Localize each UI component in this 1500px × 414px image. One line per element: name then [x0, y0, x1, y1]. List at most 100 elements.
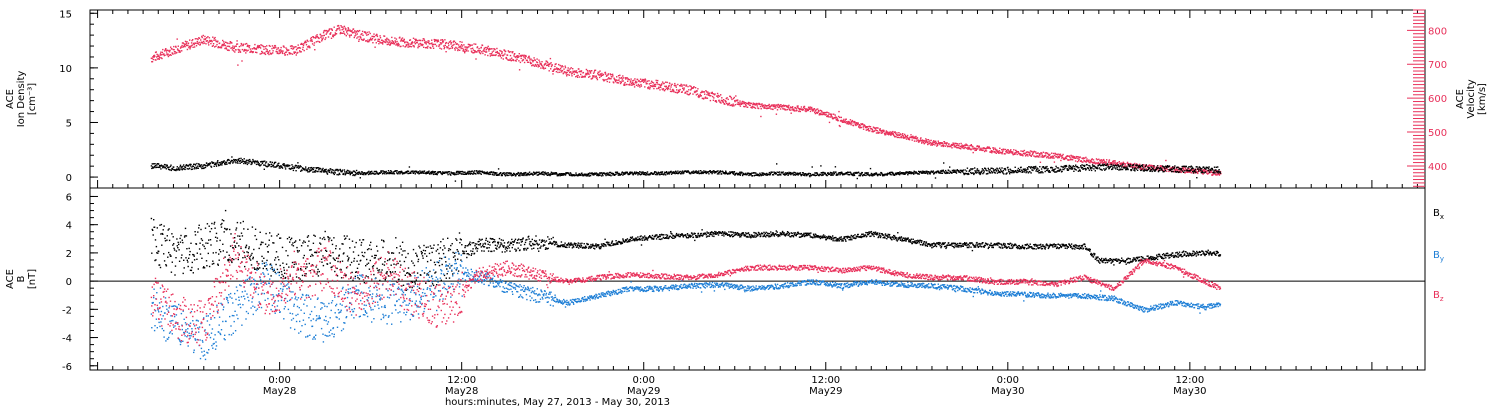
- velocity-point: [355, 32, 356, 33]
- velocity-point: [261, 45, 262, 46]
- velocity-point: [1086, 158, 1087, 159]
- density-point: [837, 174, 838, 175]
- velocity-point: [1097, 159, 1098, 160]
- velocity-point: [659, 87, 660, 88]
- density-point: [732, 171, 733, 172]
- velocity-point: [336, 33, 337, 34]
- velocity-point: [459, 46, 460, 47]
- velocity-point: [580, 74, 581, 75]
- velocity-point: [593, 75, 594, 76]
- velocity-point: [1077, 161, 1078, 162]
- velocity-point: [713, 100, 714, 101]
- density-point: [846, 173, 847, 174]
- density-point: [194, 167, 195, 168]
- velocity-point: [424, 40, 425, 41]
- velocity-point: [445, 51, 446, 52]
- velocity-point: [225, 45, 226, 46]
- velocity-point: [386, 40, 387, 41]
- velocity-point: [160, 52, 161, 53]
- velocity-point: [810, 111, 811, 112]
- velocity-point: [430, 48, 431, 49]
- velocity-point: [643, 82, 644, 83]
- velocity-point: [951, 147, 952, 148]
- density-point: [202, 168, 203, 169]
- density-point: [682, 170, 683, 171]
- density-point: [217, 161, 218, 162]
- velocity-point: [1167, 169, 1168, 170]
- velocity-point: [788, 107, 789, 108]
- velocity-point: [858, 122, 859, 123]
- velocity-point: [507, 55, 508, 56]
- density-point: [182, 166, 183, 167]
- velocity-point: [164, 55, 165, 56]
- density-point: [956, 172, 957, 173]
- velocity-point: [761, 103, 762, 104]
- velocity-point: [561, 66, 562, 67]
- velocity-point: [357, 33, 358, 34]
- density-point: [408, 171, 409, 172]
- velocity-point: [306, 44, 307, 45]
- density-point: [831, 172, 832, 173]
- velocity-point: [233, 48, 234, 49]
- density-point: [333, 170, 334, 171]
- velocity-point: [195, 38, 196, 39]
- velocity-point: [706, 91, 707, 92]
- velocity-point: [1047, 153, 1048, 154]
- velocity-point: [481, 51, 482, 52]
- velocity-point: [715, 100, 716, 101]
- velocity-point: [921, 142, 922, 143]
- velocity-point: [719, 96, 720, 97]
- velocity-point: [1017, 154, 1018, 155]
- velocity-point: [475, 44, 476, 45]
- velocity-point: [1093, 159, 1094, 160]
- velocity-point: [484, 54, 485, 55]
- density-point: [513, 175, 514, 176]
- density-point: [661, 174, 662, 175]
- velocity-point: [682, 88, 683, 89]
- velocity-point: [857, 124, 858, 125]
- velocity-point: [601, 73, 602, 74]
- velocity-point: [459, 50, 460, 51]
- velocity-point: [705, 90, 706, 91]
- velocity-point: [460, 47, 461, 48]
- velocity-point: [999, 150, 1000, 151]
- density-point: [183, 164, 184, 165]
- density-point: [870, 168, 871, 169]
- density-point: [356, 170, 357, 171]
- velocity-point: [589, 76, 590, 77]
- density-point: [655, 174, 656, 175]
- velocity-point: [436, 45, 437, 46]
- velocity-point: [692, 93, 693, 94]
- velocity-point: [1103, 160, 1104, 161]
- velocity-point: [162, 52, 163, 53]
- density-point: [660, 174, 661, 175]
- density-point: [933, 170, 934, 171]
- density-point: [334, 174, 335, 175]
- velocity-point: [192, 47, 193, 48]
- velocity-point: [760, 106, 761, 107]
- velocity-point: [238, 52, 239, 53]
- density-point: [305, 166, 306, 167]
- velocity-point: [288, 49, 289, 50]
- velocity-point: [482, 45, 483, 46]
- density-point: [859, 173, 860, 174]
- velocity-point: [623, 77, 624, 78]
- velocity-point: [351, 34, 352, 35]
- velocity-point: [262, 52, 263, 53]
- velocity-point: [570, 71, 571, 72]
- velocity-point: [194, 44, 195, 45]
- velocity-point: [374, 36, 375, 37]
- velocity-point: [769, 107, 770, 108]
- density-point: [155, 165, 156, 166]
- velocity-point: [778, 104, 779, 105]
- density-point: [263, 161, 264, 162]
- velocity-point: [684, 87, 685, 88]
- velocity-point: [1117, 162, 1118, 163]
- velocity-point: [670, 86, 671, 87]
- velocity-point: [426, 42, 427, 43]
- velocity-point: [605, 79, 606, 80]
- velocity-point: [398, 44, 399, 45]
- velocity-point: [525, 58, 526, 59]
- density-point: [455, 180, 456, 181]
- velocity-point: [541, 61, 542, 62]
